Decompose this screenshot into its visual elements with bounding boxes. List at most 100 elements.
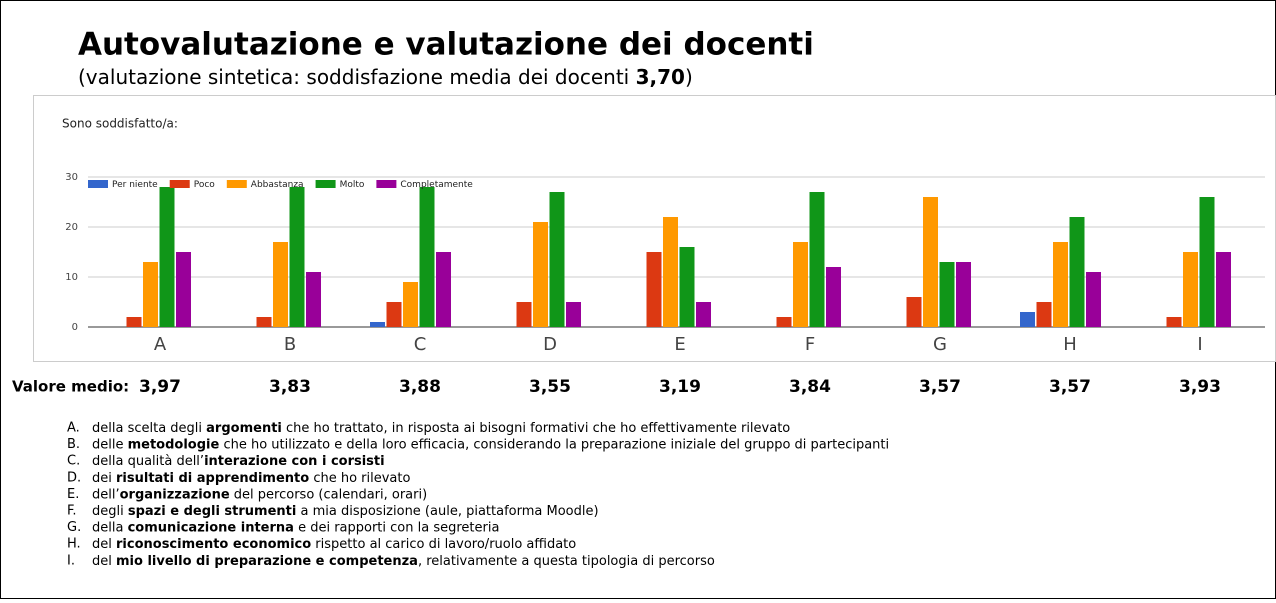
legend-label: Abbastanza (251, 180, 304, 190)
x-tick-label: F (805, 334, 815, 355)
bar (1053, 242, 1068, 327)
note-part: della qualità dell’ (92, 454, 204, 469)
mean-value: 3,93 (1179, 377, 1221, 397)
note-letter: A. (67, 421, 80, 436)
note-letter: C. (67, 454, 80, 469)
y-tick-label: 30 (65, 172, 78, 183)
x-tick-label: I (1197, 334, 1202, 355)
bar (809, 192, 825, 327)
bar (1069, 217, 1085, 327)
legend-label: Completamente (400, 180, 473, 190)
subtitle-text: ) (685, 65, 693, 89)
bar (403, 282, 418, 327)
note-part: del percorso (calendari, orari) (230, 487, 428, 502)
bar (256, 317, 272, 327)
bar (386, 302, 402, 327)
bar (939, 262, 955, 327)
note-part: a mia disposizione (aule, piattaforma Mo… (296, 504, 598, 519)
bar (549, 192, 565, 327)
note-part: del (92, 553, 116, 568)
note-text: dell’organizzazione del percorso (calend… (92, 487, 427, 502)
bar (826, 267, 841, 327)
note-part: dei (92, 470, 116, 485)
mean-value: 3,19 (659, 377, 701, 397)
bar (1183, 252, 1198, 327)
y-tick-label: 20 (65, 222, 78, 233)
note-text: dei risultati di apprendimento che ho ri… (92, 470, 410, 485)
note-part: degli (92, 504, 128, 519)
legend-swatch (315, 180, 336, 188)
mean-value: 3,57 (1049, 377, 1091, 397)
note-part: rispetto al carico di lavoro/ruolo affid… (311, 537, 576, 552)
bar (923, 197, 938, 327)
subtitle-value: 3,70 (636, 65, 685, 89)
bar (533, 222, 548, 327)
bar (516, 302, 532, 327)
legend-swatch (88, 180, 108, 188)
mean-value: 3,57 (919, 377, 961, 397)
note-text: della qualità dell’interazione con i cor… (92, 454, 385, 469)
bar (126, 317, 142, 327)
mean-title: Valore medio: (12, 378, 129, 396)
note-letter: B. (67, 437, 80, 452)
note-part: della scelta degli (92, 421, 206, 436)
mean-value: 3,84 (789, 377, 831, 397)
note-letter: I. (67, 553, 75, 568)
legend-swatch (226, 180, 247, 188)
note-part: e dei rapporti con la segreteria (294, 520, 500, 535)
mean-value: 3,55 (529, 377, 571, 397)
bar (956, 262, 971, 327)
x-tick-label: D (543, 334, 557, 355)
note-text: del riconoscimento economico rispetto al… (92, 537, 576, 552)
note-part: che ho rilevato (309, 470, 410, 485)
bar (646, 252, 662, 327)
legend-swatch (169, 180, 190, 188)
legend-swatch (376, 180, 397, 188)
mean-value: 3,83 (269, 377, 311, 397)
note-part: , relativamente a questa tipologia di pe… (418, 553, 715, 568)
note-letter: F. (67, 504, 77, 519)
x-tick-label: A (154, 334, 167, 355)
note-text: delle metodologie che ho utilizzato e de… (92, 437, 889, 452)
bar (1036, 302, 1052, 327)
bar (1216, 252, 1231, 327)
note-part: risultati di apprendimento (116, 470, 309, 485)
legend-label: Poco (194, 180, 216, 190)
note-part: che ho trattato, in risposta ai bisogni … (282, 421, 790, 436)
x-tick-label: C (414, 334, 427, 355)
y-tick-label: 0 (72, 322, 78, 333)
x-tick-label: B (284, 334, 296, 355)
bar (159, 187, 175, 327)
title: Autovalutazione e valutazione dei docent… (78, 27, 814, 63)
x-tick-label: H (1063, 334, 1077, 355)
mean-value: 3,97 (139, 377, 181, 397)
chart-label: Sono soddisfatto/a: (62, 117, 178, 131)
bar (1166, 317, 1182, 327)
note-part: spazi e degli strumenti (128, 504, 296, 519)
bar (679, 247, 695, 327)
note-part: comunicazione interna (128, 520, 294, 535)
bar (566, 302, 581, 327)
note-letter: E. (67, 487, 79, 502)
bar (436, 252, 451, 327)
note-part: riconoscimento economico (116, 537, 311, 552)
note-part: della (92, 520, 128, 535)
bar (176, 252, 191, 327)
legend-label: Molto (340, 180, 365, 190)
note-text: della scelta degli argomenti che ho trat… (92, 421, 790, 436)
note-text: degli spazi e degli strumenti a mia disp… (92, 504, 599, 519)
note-part: argomenti (206, 421, 282, 436)
note-part: metodologie (128, 437, 220, 452)
bar (1020, 312, 1035, 327)
note-part: delle (92, 437, 128, 452)
note-letter: D. (67, 470, 81, 485)
note-letter: H. (67, 537, 81, 552)
note-part: che ho utilizzato e della loro efficacia… (219, 437, 889, 452)
bar (776, 317, 792, 327)
bar (273, 242, 288, 327)
note-part: mio livello di preparazione e competenza (116, 553, 418, 568)
bar (663, 217, 678, 327)
y-tick-label: 10 (65, 272, 78, 283)
x-tick-label: E (674, 334, 685, 355)
